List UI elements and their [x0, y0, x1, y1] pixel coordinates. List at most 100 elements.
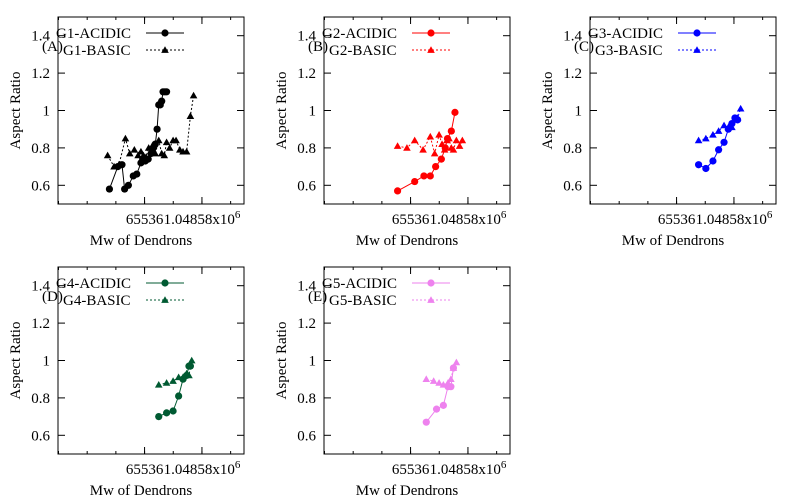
data-point — [153, 125, 161, 133]
data-point — [158, 97, 166, 105]
data-point — [435, 379, 443, 386]
data-point — [715, 146, 723, 154]
y-tick-label: 1 — [575, 104, 583, 120]
y-tick-label: 1.4 — [297, 29, 316, 45]
data-point — [447, 375, 455, 383]
data-point — [403, 144, 411, 151]
data-point — [702, 164, 710, 173]
data-point — [411, 177, 419, 186]
data-point — [125, 149, 134, 157]
series-G2-ACIDIC — [393, 108, 459, 195]
y-tick-label: 1.4 — [563, 29, 582, 45]
y-tick-label: 1.2 — [563, 66, 582, 82]
y-tick-label: 1 — [43, 354, 51, 370]
series-G1-BASIC — [103, 91, 198, 170]
y-axis-label: Aspect Ratio — [8, 72, 24, 150]
series-line — [397, 112, 456, 192]
data-point — [186, 362, 194, 370]
x-tick-label: 1.04858x106 — [164, 209, 241, 228]
data-point — [142, 153, 150, 161]
data-point — [720, 138, 728, 146]
data-point — [154, 381, 163, 388]
y-tick-label: 0.8 — [31, 391, 50, 407]
y-tick-label: 1.4 — [31, 279, 50, 295]
data-point — [169, 407, 177, 415]
data-point — [422, 375, 431, 383]
data-point — [179, 373, 187, 381]
data-point — [133, 170, 141, 178]
data-point — [410, 136, 419, 144]
data-point — [187, 356, 196, 364]
data-point — [714, 127, 723, 134]
y-tick-label: 0.6 — [297, 428, 316, 444]
x-axis-label: Mw of Dendrons — [356, 483, 459, 499]
series-G1-ACIDIC — [105, 88, 171, 193]
legend-label: G5-BASIC — [329, 293, 397, 309]
legend-label: G5-ACIDIC — [322, 276, 397, 292]
data-point — [151, 149, 160, 157]
x-axis-label: Mw of Dendrons — [90, 483, 193, 499]
y-tick-label: 1.2 — [297, 66, 316, 82]
data-point — [162, 409, 171, 417]
data-point — [185, 371, 193, 379]
data-point — [449, 364, 458, 371]
data-point — [437, 155, 445, 163]
legend-swatch-marker — [161, 279, 169, 287]
y-tick-label: 0.8 — [297, 141, 316, 157]
y-axis-label: Aspect Ratio — [274, 322, 290, 400]
x-tick-label: 65536 — [392, 212, 430, 228]
chart-panel-4: 0.6 0.8 1 1.2 1.4 65536 1.04858x106 Mw of Dendr… — [8, 266, 245, 499]
y-tick-label: 0.8 — [31, 141, 50, 157]
series-G4-BASIC — [154, 356, 196, 388]
data-point — [110, 162, 118, 170]
data-point — [445, 134, 453, 142]
data-point — [155, 413, 163, 421]
series-G2-BASIC — [393, 131, 467, 157]
legend-label: G3-ACIDIC — [588, 26, 663, 42]
y-tick-label: 0.8 — [563, 141, 582, 157]
data-point — [124, 181, 132, 189]
data-point — [162, 88, 171, 96]
data-point — [430, 149, 439, 157]
y-tick-label: 1 — [43, 104, 51, 120]
data-point — [175, 392, 183, 400]
legend-swatch-marker — [427, 279, 435, 287]
y-axis-label: Aspect Ratio — [8, 322, 24, 400]
y-tick-label: 1.2 — [31, 316, 50, 332]
panel-label: (A) — [42, 39, 63, 55]
data-point — [121, 134, 130, 142]
data-point — [426, 132, 435, 140]
x-tick-label: 1.04858x106 — [430, 209, 507, 228]
x-tick-label: 65536 — [658, 212, 696, 228]
series-line — [425, 367, 454, 423]
legend-label: G4-ACIDIC — [56, 276, 131, 292]
data-point — [439, 381, 448, 388]
data-point — [393, 142, 402, 149]
data-point — [452, 136, 461, 144]
data-point — [444, 379, 452, 386]
data-point — [393, 187, 402, 195]
panel-label: (D) — [42, 289, 63, 305]
data-point — [736, 104, 745, 112]
x-axis-label: Mw of Dendrons — [356, 233, 459, 249]
data-point — [438, 140, 446, 148]
data-point — [709, 157, 717, 165]
legend-label: G4-BASIC — [63, 293, 131, 309]
x-tick-label: 65536 — [392, 462, 430, 478]
data-point — [134, 151, 142, 159]
data-point — [458, 136, 467, 144]
data-point — [432, 405, 441, 413]
data-point — [452, 358, 461, 366]
legend-swatch-marker — [693, 46, 701, 53]
data-point — [154, 136, 163, 144]
data-point — [447, 127, 455, 135]
data-point — [733, 114, 742, 121]
x-tick-label: 1.04858x106 — [164, 459, 241, 478]
data-point — [422, 418, 430, 426]
data-point — [451, 108, 459, 116]
legend-swatch-marker — [427, 296, 435, 303]
data-point — [169, 377, 177, 384]
data-point — [429, 377, 438, 384]
